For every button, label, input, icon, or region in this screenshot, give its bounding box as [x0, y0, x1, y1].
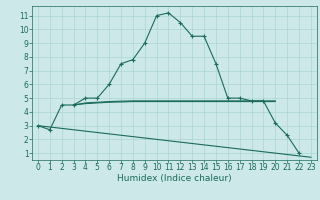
- X-axis label: Humidex (Indice chaleur): Humidex (Indice chaleur): [117, 174, 232, 183]
